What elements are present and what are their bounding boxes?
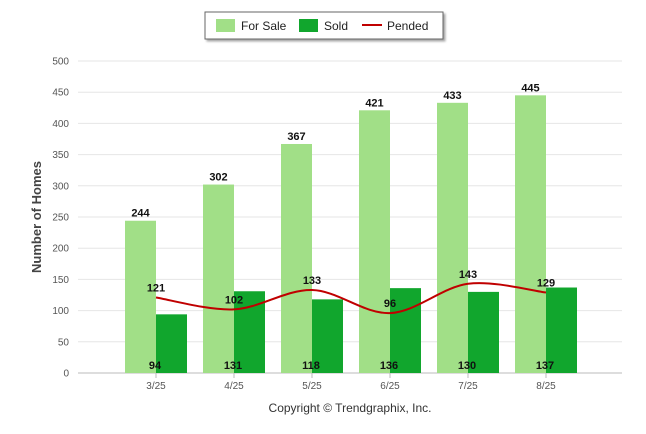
x-tick-3: 6/25: [380, 381, 400, 392]
y-tick-250: 250: [52, 213, 69, 224]
label-for-sale-2: 367: [287, 131, 305, 143]
label-pended-0: 121: [147, 282, 165, 294]
bar-sold-0: [156, 314, 187, 373]
y-tick-200: 200: [52, 244, 69, 255]
x-axis: 3/25 4/25 5/25 6/25 7/25 8/25: [146, 373, 556, 392]
label-sold-4: 130: [458, 360, 476, 372]
label-sold-1: 131: [224, 360, 242, 372]
y-tick-500: 500: [52, 57, 69, 68]
bar-for-sale-0: [125, 220, 156, 373]
y-axis: 0 50 100 150 200 250 300 350 400 450 500: [52, 57, 69, 380]
pended-line-group: [155, 282, 547, 315]
bar-for-sale-2: [281, 143, 312, 373]
y-tick-150: 150: [52, 275, 69, 286]
bar-sold-4: [468, 291, 499, 373]
label-sold-2: 118: [302, 360, 320, 372]
label-sold-5: 137: [536, 360, 554, 372]
y-tick-350: 350: [52, 150, 69, 161]
label-pended-5: 129: [537, 278, 555, 290]
bar-sold-3: [390, 288, 421, 373]
copyright-text: Copyright © Trendgraphix, Inc.: [269, 401, 432, 415]
legend-swatch-for-sale: [216, 19, 235, 32]
legend-box: [204, 11, 444, 40]
y-axis-label: Number of Homes: [29, 161, 44, 273]
label-pended-2: 133: [303, 275, 321, 287]
bar-sold-2: [312, 299, 343, 373]
x-tick-5: 8/25: [536, 381, 556, 392]
legend-label-for-sale: For Sale: [241, 19, 287, 33]
y-tick-0: 0: [63, 369, 69, 380]
x-tick-2: 5/25: [302, 381, 322, 392]
label-for-sale-5: 445: [521, 82, 539, 94]
label-pended-3: 96: [384, 298, 396, 310]
y-tick-50: 50: [58, 337, 70, 348]
bars: [125, 95, 577, 374]
bar-for-sale-4: [437, 102, 468, 374]
bar-sold-1: [234, 291, 265, 373]
label-pended-1: 102: [225, 294, 243, 306]
y-tick-100: 100: [52, 306, 69, 317]
pended-line: [155, 282, 547, 315]
label-for-sale-4: 433: [443, 90, 461, 102]
data-labels: 244 94 302 131 367 118 421 136 433 130 445 137 121 10…: [131, 82, 555, 372]
x-tick-1: 4/25: [224, 381, 244, 392]
label-for-sale-1: 302: [209, 172, 227, 184]
label-for-sale-0: 244: [131, 208, 150, 220]
label-sold-0: 94: [149, 360, 162, 372]
y-tick-400: 400: [52, 119, 69, 130]
legend-label-sold: Sold: [324, 19, 348, 33]
bar-for-sale-3: [359, 110, 390, 374]
legend: For Sale Sold Pended: [204, 11, 444, 40]
bar-for-sale-5: [515, 95, 546, 373]
label-pended-4: 143: [459, 269, 477, 281]
bar-for-sale-1: [203, 184, 234, 373]
x-tick-4: 7/25: [458, 381, 478, 392]
label-sold-3: 136: [380, 360, 398, 372]
legend-label-pended: Pended: [387, 19, 428, 33]
legend-swatch-sold: [299, 19, 318, 32]
y-tick-300: 300: [52, 181, 69, 192]
x-tick-0: 3/25: [146, 381, 166, 392]
y-tick-450: 450: [52, 88, 69, 99]
bar-sold-5: [546, 287, 577, 373]
label-for-sale-3: 421: [365, 97, 383, 109]
